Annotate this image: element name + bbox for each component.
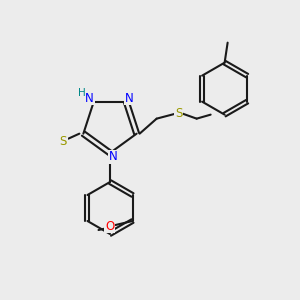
Text: S: S [60,135,67,148]
Text: N: N [109,151,117,164]
Text: O: O [105,220,114,232]
Text: N: N [125,92,134,105]
Text: S: S [175,107,182,120]
Text: H: H [78,88,86,98]
Text: N: N [85,92,94,105]
